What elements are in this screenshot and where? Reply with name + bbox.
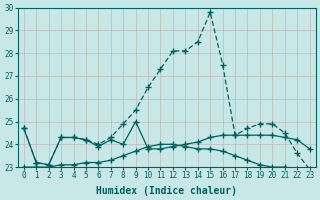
X-axis label: Humidex (Indice chaleur): Humidex (Indice chaleur) — [96, 186, 237, 196]
